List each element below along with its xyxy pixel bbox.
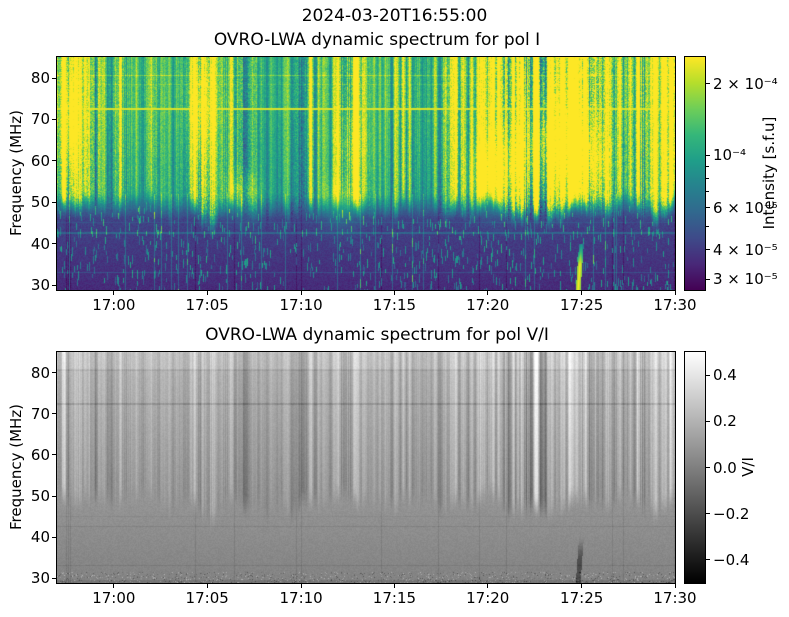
y-tick-label: 30 bbox=[30, 569, 50, 588]
colorbar-tick-label: 0.4 bbox=[713, 366, 737, 385]
panel1-y-axis-label: Frequency (MHz) bbox=[7, 109, 25, 237]
y-tick-label: 70 bbox=[30, 404, 50, 423]
colorbar-minor-tick-mark bbox=[706, 191, 709, 193]
figure-title: 2024-03-20T16:55:00 bbox=[301, 6, 488, 26]
colorbar-tick-label: 10⁻⁴ bbox=[713, 146, 747, 165]
colorbar-tick-mark bbox=[706, 420, 710, 422]
y-tick-label: 50 bbox=[30, 193, 50, 212]
y-tick-mark bbox=[52, 160, 56, 162]
panel1-colorbar bbox=[684, 56, 706, 291]
colorbar-tick-label: 3 × 10⁻⁵ bbox=[713, 270, 778, 289]
colorbar-tick-label: −0.2 bbox=[713, 504, 750, 523]
y-tick-label: 40 bbox=[30, 528, 50, 547]
x-tick-mark bbox=[393, 291, 395, 295]
colorbar-tick-mark bbox=[706, 249, 710, 251]
x-tick-label: 17:10 bbox=[279, 296, 323, 314]
colorbar-minor-tick-mark bbox=[706, 177, 709, 179]
x-tick-mark bbox=[206, 291, 208, 295]
y-tick-mark bbox=[52, 201, 56, 203]
x-tick-mark bbox=[674, 291, 676, 295]
y-tick-mark bbox=[52, 495, 56, 497]
x-tick-mark bbox=[487, 291, 489, 295]
y-tick-mark bbox=[52, 243, 56, 245]
y-tick-label: 50 bbox=[30, 487, 50, 506]
y-tick-mark bbox=[52, 413, 56, 415]
colorbar-tick-label: −0.4 bbox=[713, 550, 750, 569]
x-tick-mark bbox=[674, 584, 676, 588]
panel2-title: OVRO-LWA dynamic spectrum for pol V/I bbox=[205, 325, 549, 345]
colorbar-tick-label: 0.0 bbox=[713, 458, 737, 477]
y-tick-label: 80 bbox=[30, 363, 50, 382]
x-tick-label: 17:00 bbox=[92, 589, 136, 607]
x-tick-mark bbox=[487, 584, 489, 588]
x-tick-label: 17:05 bbox=[185, 589, 229, 607]
y-tick-mark bbox=[52, 284, 56, 286]
x-tick-label: 17:15 bbox=[372, 296, 417, 314]
colorbar-tick-mark bbox=[706, 374, 710, 376]
y-tick-label: 60 bbox=[30, 445, 50, 464]
panel2-plot-area bbox=[56, 351, 676, 584]
panel2-colorbar-label: V/I bbox=[739, 457, 757, 477]
x-tick-label: 17:30 bbox=[653, 589, 697, 607]
colorbar-tick-label: 4 × 10⁻⁵ bbox=[713, 240, 778, 259]
y-tick-label: 40 bbox=[30, 234, 50, 253]
panel1-plot-area bbox=[56, 56, 676, 291]
pol-i-spectrogram-canvas bbox=[57, 57, 675, 290]
y-tick-mark bbox=[52, 536, 56, 538]
panel2-colorbar bbox=[684, 351, 706, 584]
y-tick-mark bbox=[52, 118, 56, 120]
x-tick-mark bbox=[300, 291, 302, 295]
x-tick-label: 17:30 bbox=[653, 296, 697, 314]
colorbar-tick-mark bbox=[706, 83, 710, 85]
colorbar-tick-mark bbox=[706, 513, 710, 515]
colorbar-minor-tick-mark bbox=[706, 226, 709, 228]
colorbar-tick-label: 2 × 10⁻⁴ bbox=[713, 74, 778, 93]
x-tick-mark bbox=[113, 584, 115, 588]
x-tick-label: 17:20 bbox=[466, 589, 510, 607]
pol-vi-spectrogram-canvas bbox=[57, 352, 675, 583]
x-tick-label: 17:00 bbox=[92, 296, 136, 314]
x-tick-label: 17:20 bbox=[466, 296, 510, 314]
colorbar-minor-tick-mark bbox=[706, 165, 709, 167]
x-tick-label: 17:10 bbox=[279, 589, 323, 607]
x-tick-label: 17:15 bbox=[372, 589, 417, 607]
x-tick-mark bbox=[300, 584, 302, 588]
colorbar-tick-label: 0.2 bbox=[713, 412, 737, 431]
y-tick-label: 30 bbox=[30, 276, 50, 295]
y-tick-mark bbox=[52, 372, 56, 374]
y-tick-mark bbox=[52, 77, 56, 79]
colorbar-tick-mark bbox=[706, 467, 710, 468]
x-tick-mark bbox=[206, 584, 208, 588]
colorbar-tick-mark bbox=[706, 207, 710, 209]
y-tick-label: 80 bbox=[30, 69, 50, 88]
y-tick-mark bbox=[52, 577, 56, 579]
x-tick-label: 17:25 bbox=[560, 589, 604, 607]
x-tick-mark bbox=[113, 291, 115, 295]
x-tick-label: 17:05 bbox=[185, 296, 229, 314]
colorbar-tick-mark bbox=[706, 154, 710, 156]
y-tick-label: 60 bbox=[30, 151, 50, 170]
x-tick-label: 17:25 bbox=[560, 296, 604, 314]
colorbar-tick-label: 6 × 10⁻⁵ bbox=[713, 198, 778, 217]
panel1-title: OVRO-LWA dynamic spectrum for pol I bbox=[213, 30, 541, 50]
x-tick-mark bbox=[393, 584, 395, 588]
x-tick-mark bbox=[581, 584, 583, 588]
y-tick-label: 70 bbox=[30, 110, 50, 129]
panel2-y-axis-label: Frequency (MHz) bbox=[7, 403, 25, 531]
colorbar-tick-mark bbox=[706, 559, 710, 561]
colorbar-tick-mark bbox=[706, 278, 710, 280]
x-tick-mark bbox=[581, 291, 583, 295]
y-tick-mark bbox=[52, 454, 56, 456]
